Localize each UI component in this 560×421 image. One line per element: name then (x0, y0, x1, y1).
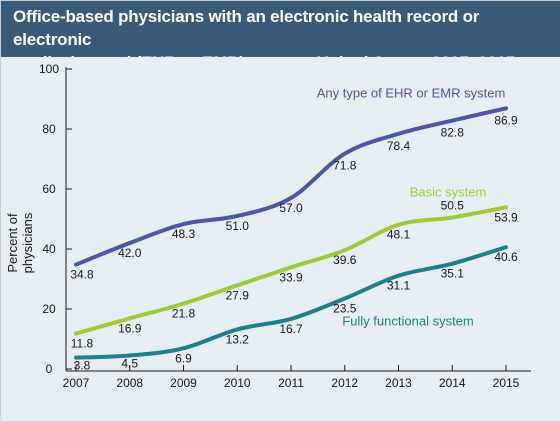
data-label-any-ehr-emr: 78.4 (387, 139, 411, 153)
data-label-fully-functional: 40.6 (494, 250, 518, 264)
chart-title-line-1: Office-based physicians with an electron… (13, 7, 480, 49)
data-label-fully-functional: 31.1 (387, 279, 411, 293)
data-label-any-ehr-emr: 42.0 (118, 246, 142, 260)
x-tick-label: 2009 (170, 376, 197, 390)
data-label-basic-system: 50.5 (441, 199, 465, 213)
data-label-basic-system: 39.6 (333, 253, 357, 267)
y-tick-label: 0 (46, 362, 53, 376)
data-label-basic-system: 27.9 (226, 288, 250, 302)
series-line-fully-functional (74, 245, 508, 360)
data-label-any-ehr-emr: 71.8 (333, 159, 357, 173)
data-label-fully-functional: 35.1 (441, 267, 465, 281)
x-tick-label: 2010 (224, 376, 251, 390)
data-label-basic-system: 21.8 (172, 307, 196, 321)
data-label-any-ehr-emr: 34.8 (70, 268, 94, 282)
y-tick-label: 100 (39, 62, 59, 76)
y-axis-label: Percent of physicians (5, 212, 35, 274)
y-tick-label: 20 (42, 302, 56, 316)
data-label-fully-functional: 4.5 (121, 357, 138, 371)
data-label-fully-functional: 13.2 (226, 332, 250, 346)
chart-header: Office-based physicians with an electron… (1, 1, 560, 72)
data-label-basic-system: 16.9 (118, 321, 142, 335)
x-tick-label: 2013 (385, 376, 412, 390)
data-label-any-ehr-emr: 48.3 (172, 227, 196, 241)
data-label-fully-functional: 16.7 (279, 322, 303, 336)
data-label-any-ehr-emr: 51.0 (226, 219, 250, 233)
data-label-basic-system: 53.9 (494, 210, 518, 224)
series-name-any-ehr-emr: Any type of EHR or EMR system (317, 86, 506, 101)
data-label-any-ehr-emr: 82.8 (441, 126, 465, 140)
series-name-fully-functional: Fully functional system (342, 314, 474, 329)
data-label-basic-system: 48.1 (387, 228, 411, 242)
x-tick-label: 2014 (439, 376, 466, 390)
data-label-fully-functional: 23.5 (333, 302, 357, 316)
x-tick-label: 2012 (331, 376, 358, 390)
series-name-basic-system: Basic system (410, 185, 487, 200)
series-line-any-ehr-emr (74, 106, 508, 267)
x-tick-label: 2011 (278, 376, 304, 390)
series-line-basic-system (74, 205, 508, 336)
data-label-basic-system: 11.8 (71, 337, 94, 351)
y-tick-label: 80 (42, 122, 56, 136)
x-tick-label: 2008 (116, 376, 143, 390)
data-label-fully-functional: 6.9 (175, 351, 192, 365)
y-tick-label: 60 (42, 182, 56, 196)
data-label-basic-system: 33.9 (279, 270, 303, 284)
y-tick-label: 40 (42, 242, 56, 256)
data-label-fully-functional: 3.8 (74, 359, 91, 373)
data-label-any-ehr-emr: 57.0 (279, 201, 303, 215)
data-label-any-ehr-emr: 86.9 (494, 113, 518, 127)
line-chart: 0 20 40 60 80 100 2007 2008 2009 2010 2011 2012 2013… (39, 62, 531, 390)
x-tick-label: 2007 (63, 376, 90, 390)
x-tick-label: 2015 (493, 376, 520, 390)
